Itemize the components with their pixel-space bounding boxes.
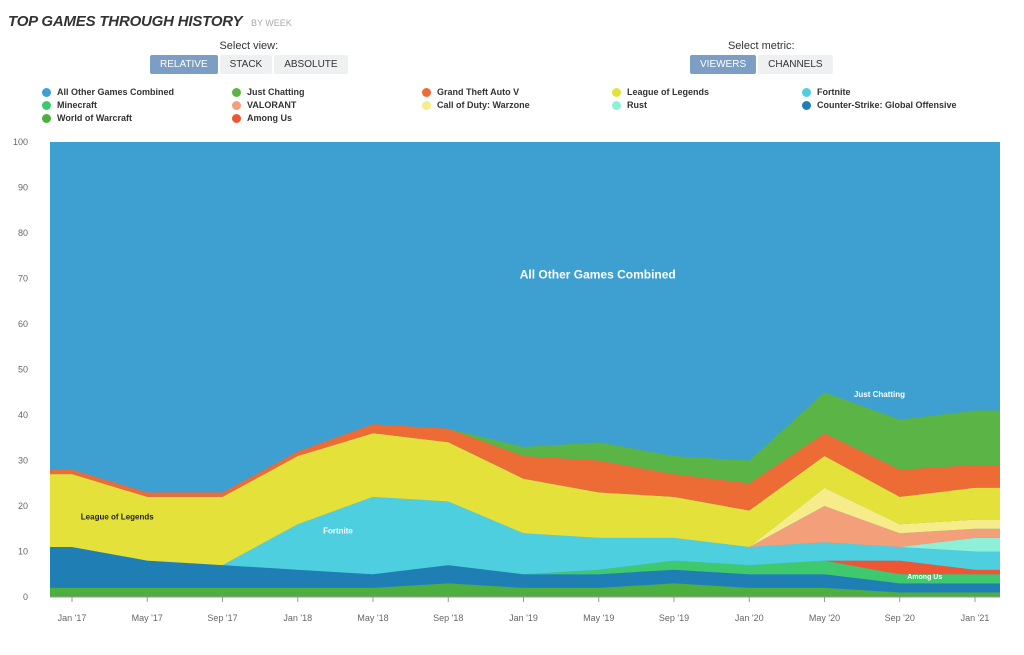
y-tick-label: 80	[18, 228, 28, 238]
y-tick-label: 50	[18, 365, 28, 375]
view-control-label: Select view:	[219, 40, 279, 52]
legend-swatch	[612, 100, 621, 110]
area-series[interactable]	[50, 496, 1000, 575]
legend-swatch	[612, 87, 621, 97]
area-series[interactable]	[50, 424, 1000, 511]
legend-item[interactable]: All Other Games Combined	[42, 87, 174, 97]
legend-item[interactable]: Among Us	[232, 113, 292, 123]
y-tick-label: 90	[18, 183, 28, 193]
legend-swatch	[42, 87, 51, 97]
legend-item[interactable]: Minecraft	[42, 100, 97, 110]
legend-item[interactable]: League of Legends	[612, 87, 709, 97]
chart-legend: All Other Games Combined Just Chatting Gra…	[42, 87, 992, 127]
legend-label: Grand Theft Auto V	[437, 87, 520, 97]
metric-control-label: Select metric:	[727, 40, 795, 52]
legend-label: Rust	[627, 100, 647, 110]
area-annotation: All Other Games Combined	[520, 268, 676, 282]
legend-swatch	[802, 87, 811, 97]
legend-swatch	[422, 87, 431, 97]
legend-swatch	[42, 113, 51, 123]
legend-swatch	[232, 113, 241, 123]
metric-viewers-button[interactable]: VIEWERS	[690, 55, 757, 74]
area-annotation: Fortnite	[323, 526, 353, 535]
legend-swatch	[232, 87, 241, 97]
area-series[interactable]	[50, 546, 1000, 575]
area-series[interactable]	[50, 546, 1000, 584]
x-tick-label: Jan '20	[735, 613, 764, 623]
x-tick-label: May '20	[809, 613, 840, 623]
x-tick-label: May '18	[357, 613, 388, 623]
legend-label: All Other Games Combined	[57, 87, 175, 97]
view-absolute-button[interactable]: ABSOLUTE	[274, 55, 348, 74]
area-series[interactable]	[50, 433, 1000, 566]
legend-item[interactable]: World of Warcraft	[42, 113, 132, 123]
x-tick-label: Sep '18	[433, 613, 463, 623]
legend-label: Call of Duty: Warzone	[437, 100, 530, 110]
area-annotation: Among Us	[907, 574, 942, 581]
area-series[interactable]	[50, 392, 1000, 493]
y-tick-label: 40	[18, 410, 28, 420]
area-annotation: League of Legends	[81, 513, 154, 522]
x-tick-label: Jan '17	[58, 613, 87, 623]
y-tick-label: 30	[18, 456, 28, 466]
legend-item[interactable]: Counter-Strike: Global Offensive	[802, 100, 957, 110]
y-tick-label: 70	[18, 274, 28, 284]
legend-swatch	[232, 100, 241, 110]
y-tick-label: 10	[18, 547, 28, 557]
y-tick-label: 100	[13, 137, 28, 147]
area-series[interactable]	[50, 142, 1000, 493]
legend-label: World of Warcraft	[57, 113, 133, 123]
chart-title: TOP GAMES THROUGH HISTORY	[8, 13, 243, 30]
chart-subtitle: BY WEEK	[250, 18, 292, 28]
legend-label: Counter-Strike: Global Offensive	[817, 100, 957, 110]
view-control: Select view: RELATIVE STACK ABSOLUTE	[150, 40, 348, 74]
x-tick-label: May '19	[583, 613, 614, 623]
x-tick-label: Sep '19	[659, 613, 689, 623]
metric-channels-button[interactable]: CHANNELS	[758, 55, 833, 74]
area-series[interactable]	[50, 583, 1000, 597]
view-stack-button[interactable]: STACK	[219, 55, 273, 74]
legend-label: VALORANT	[247, 100, 297, 110]
legend-label: Fortnite	[817, 87, 851, 97]
x-tick-label: Sep '20	[885, 613, 915, 623]
view-relative-button[interactable]: RELATIVE	[150, 55, 218, 74]
legend-item[interactable]: Fortnite	[802, 87, 851, 97]
legend-item[interactable]: Call of Duty: Warzone	[422, 100, 530, 110]
legend-label: Among Us	[247, 113, 292, 123]
chart-header: TOP GAMES THROUGH HISTORY BY WEEK	[8, 13, 292, 31]
legend-item[interactable]: Just Chatting	[232, 87, 305, 97]
y-tick-label: 60	[18, 319, 28, 329]
legend-label: Minecraft	[57, 100, 98, 110]
x-tick-label: Sep '17	[207, 613, 237, 623]
legend-item[interactable]: VALORANT	[232, 100, 296, 110]
legend-swatch	[42, 100, 51, 110]
legend-swatch	[802, 100, 811, 110]
legend-swatch	[422, 100, 431, 110]
area-series[interactable]	[50, 496, 1000, 566]
x-tick-label: Jan '18	[283, 613, 312, 623]
legend-item[interactable]: Rust	[612, 100, 647, 110]
y-tick-label: 20	[18, 501, 28, 511]
legend-label: Just Chatting	[247, 87, 305, 97]
x-tick-label: May '17	[132, 613, 163, 623]
x-tick-label: Jan '21	[961, 613, 990, 623]
metric-control: Select metric: VIEWERS CHANNELS	[690, 40, 833, 74]
area-series[interactable]	[50, 546, 1000, 593]
legend-item[interactable]: Grand Theft Auto V	[422, 87, 519, 97]
area-annotation: Just Chatting	[854, 390, 905, 399]
legend-label: League of Legends	[627, 87, 710, 97]
x-tick-label: Jan '19	[509, 613, 538, 623]
y-tick-label: 0	[23, 592, 28, 602]
